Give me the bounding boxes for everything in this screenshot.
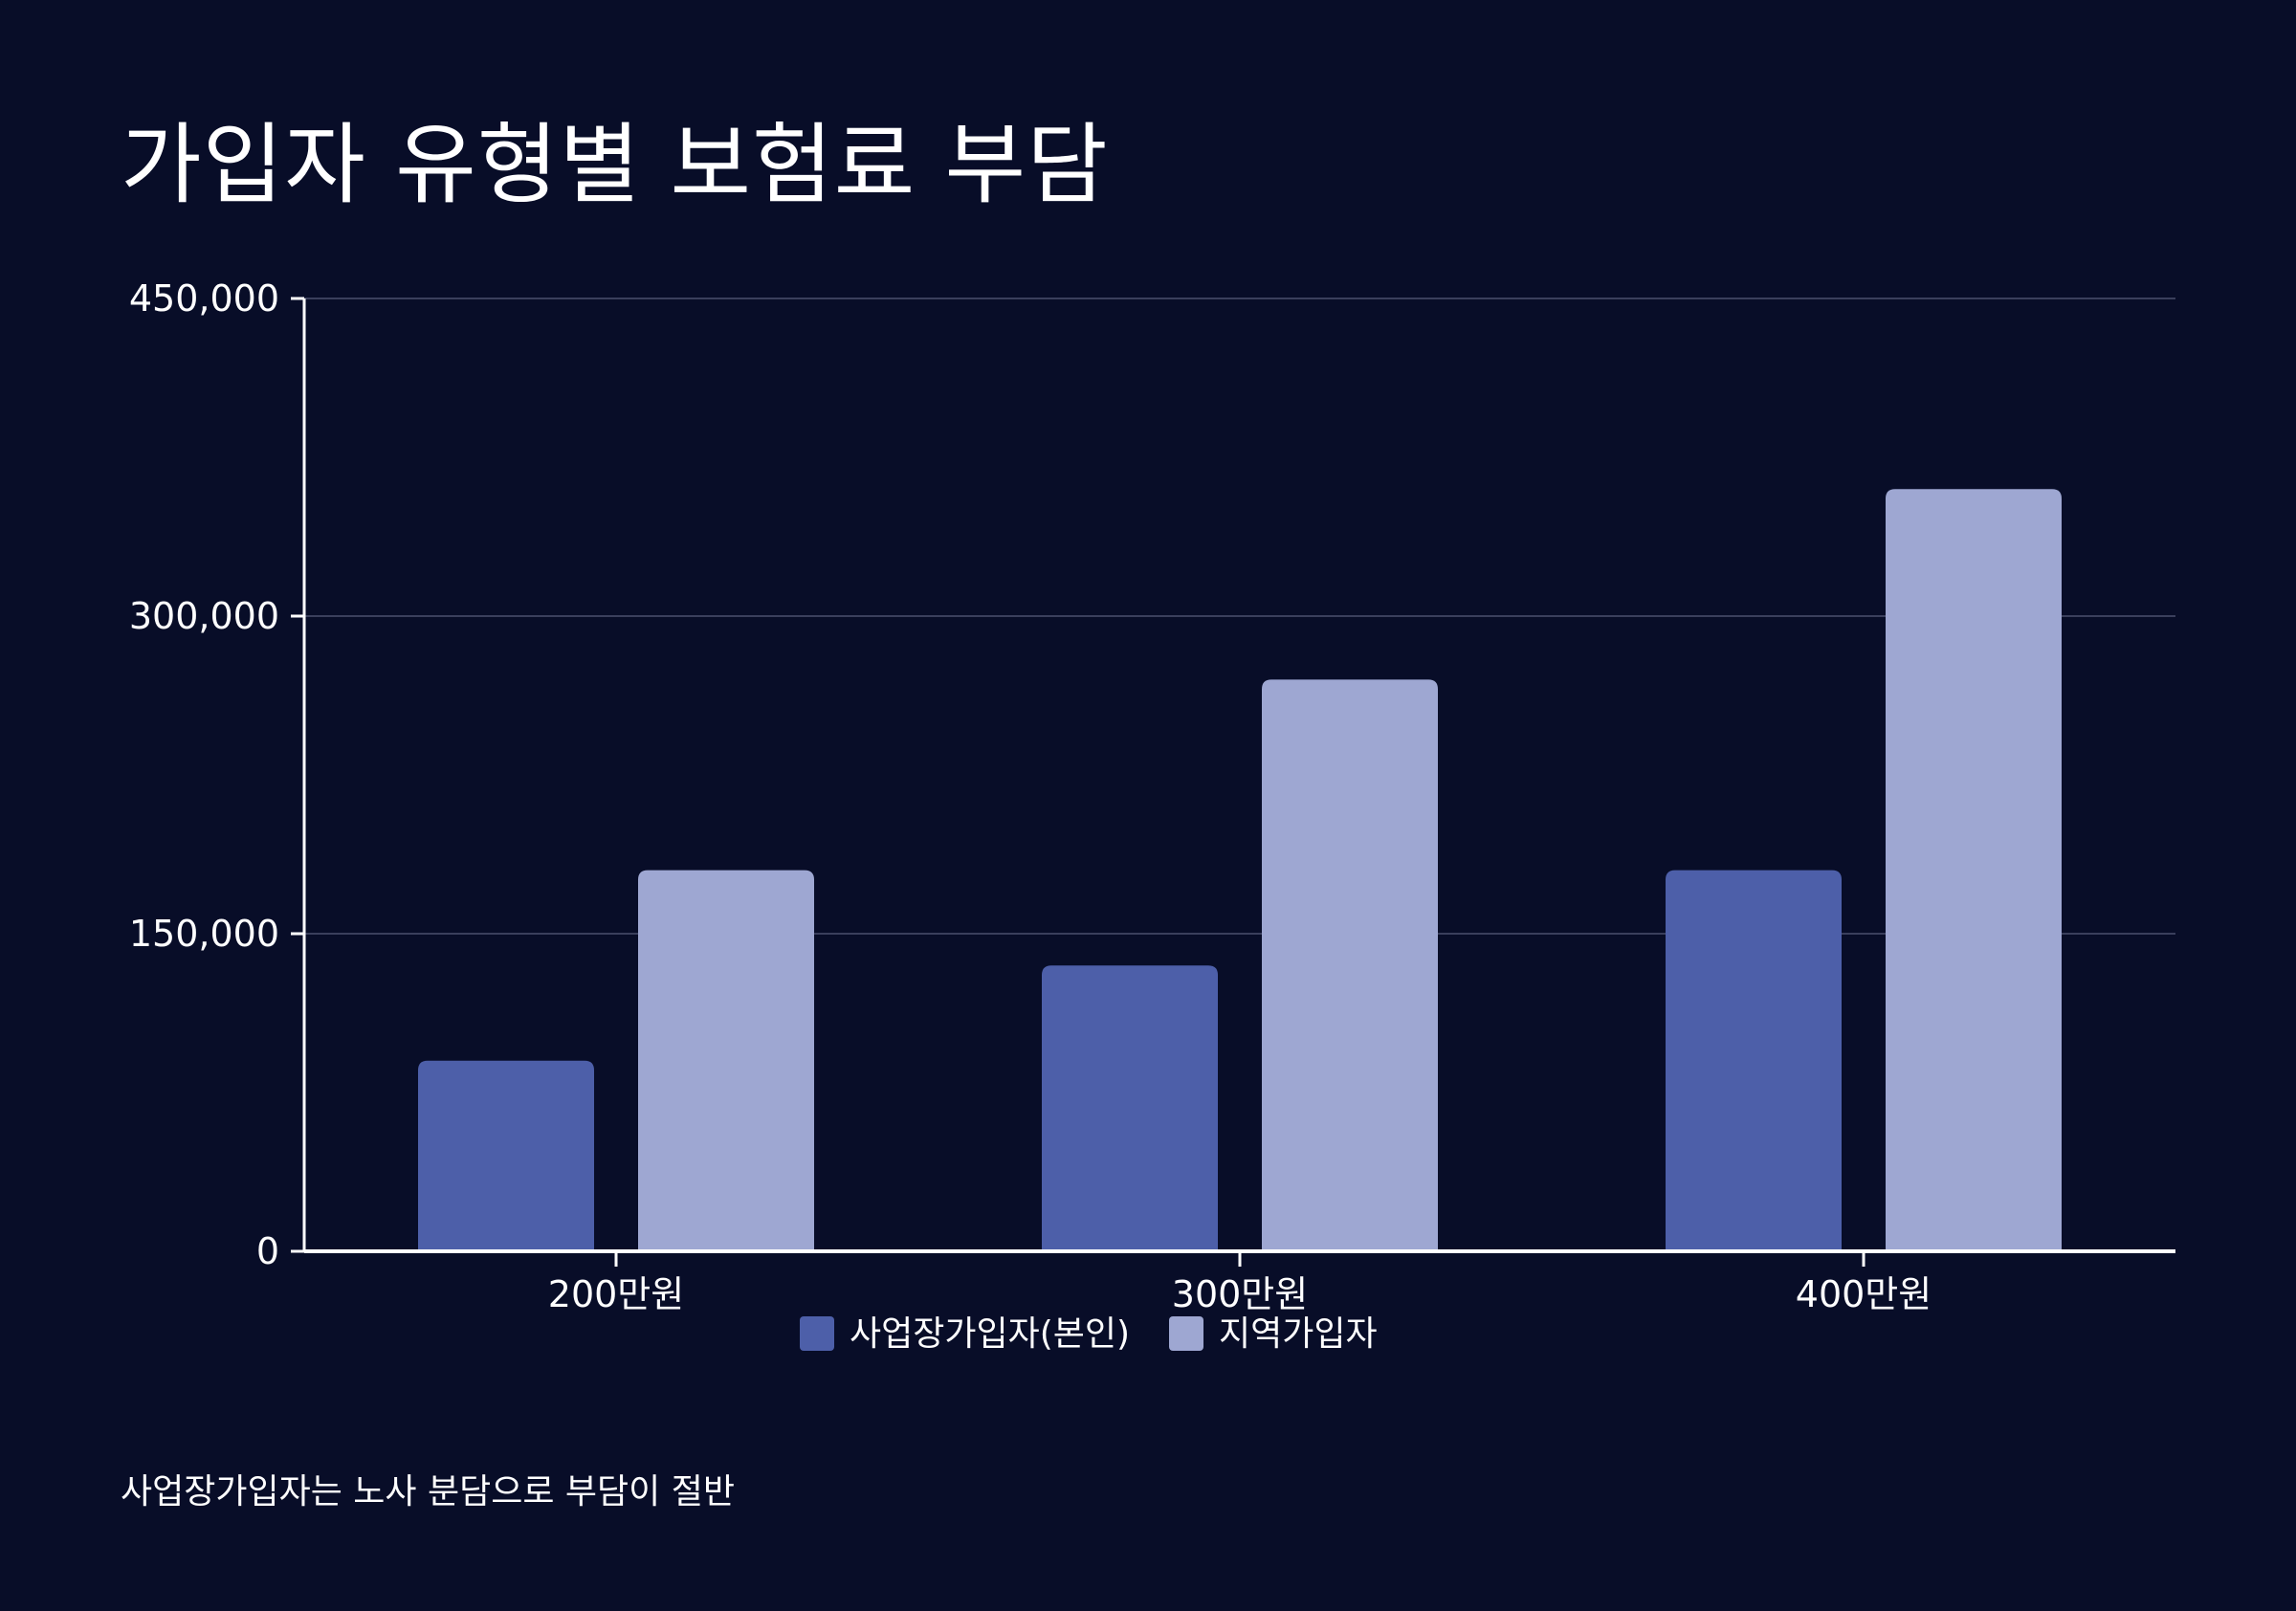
y-tick-label: 150,000 [129, 913, 279, 955]
x-tick-label: 300만원 [1172, 1273, 1308, 1315]
y-tick-label: 0 [256, 1230, 279, 1272]
y-tick-label: 300,000 [129, 595, 279, 637]
legend-swatch-0 [800, 1316, 834, 1351]
x-tick-label: 200만원 [548, 1273, 684, 1315]
bar-workplace-2 [1666, 870, 1842, 1251]
legend-label-0: 사업장가입자(본인) [850, 1314, 1130, 1354]
chart-note: 사업장가입자는 노사 분담으로 부담이 절반 [121, 1472, 735, 1512]
legend-label-1: 지역가입자 [1219, 1314, 1378, 1354]
bar-regional-1 [1262, 679, 1438, 1251]
legend-swatch-1 [1169, 1316, 1203, 1351]
y-tick-label: 450,000 [129, 277, 279, 320]
bar-regional-2 [1886, 489, 2062, 1251]
bar-workplace-1 [1042, 965, 1218, 1251]
bar-regional-0 [638, 870, 814, 1251]
chart-title: 가입자 유형별 보험료 부담 [121, 114, 1109, 216]
x-tick-label: 400만원 [1796, 1273, 1932, 1315]
bar-workplace-0 [418, 1060, 594, 1251]
